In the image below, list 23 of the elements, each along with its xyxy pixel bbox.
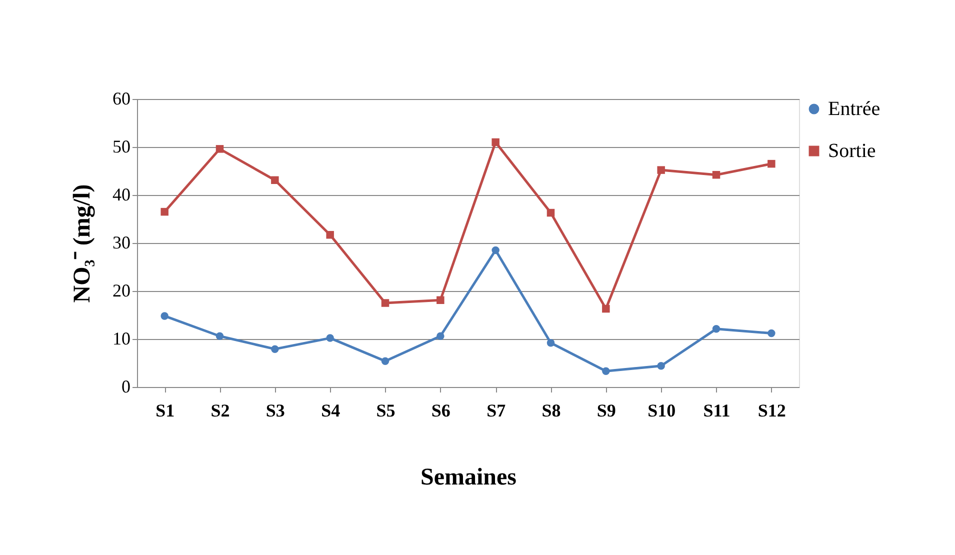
x-tick-label: S12 <box>758 400 786 420</box>
x-tick-label: S4 <box>321 400 340 420</box>
y-tick-label: 30 <box>112 232 130 252</box>
legend-label: Entrée <box>828 98 880 120</box>
x-tick-label: S2 <box>210 400 230 420</box>
x-tick-label: S6 <box>431 400 450 420</box>
x-tick-label: S10 <box>648 400 676 420</box>
y-tick-label: 0 <box>122 376 130 396</box>
x-tick-label: S9 <box>596 400 616 420</box>
y-tick-label: 60 <box>112 88 130 108</box>
x-tick-label: S5 <box>376 400 396 420</box>
x-tick-label: S1 <box>156 400 175 420</box>
y-axis-title: NO₃⁻ (mg/l) <box>70 184 96 303</box>
y-tick-label: 40 <box>112 184 130 204</box>
x-tick-label: S7 <box>486 400 506 420</box>
legend-label: Sortie <box>828 140 876 162</box>
x-tick-label: S8 <box>542 400 561 420</box>
x-tick-label: S11 <box>703 400 730 420</box>
y-tick-label: 50 <box>112 136 130 156</box>
y-tick-label: 20 <box>112 280 130 300</box>
y-tick-label: 10 <box>112 328 130 348</box>
x-axis-title: Semaines <box>420 464 516 490</box>
x-tick-label: S3 <box>266 400 285 420</box>
